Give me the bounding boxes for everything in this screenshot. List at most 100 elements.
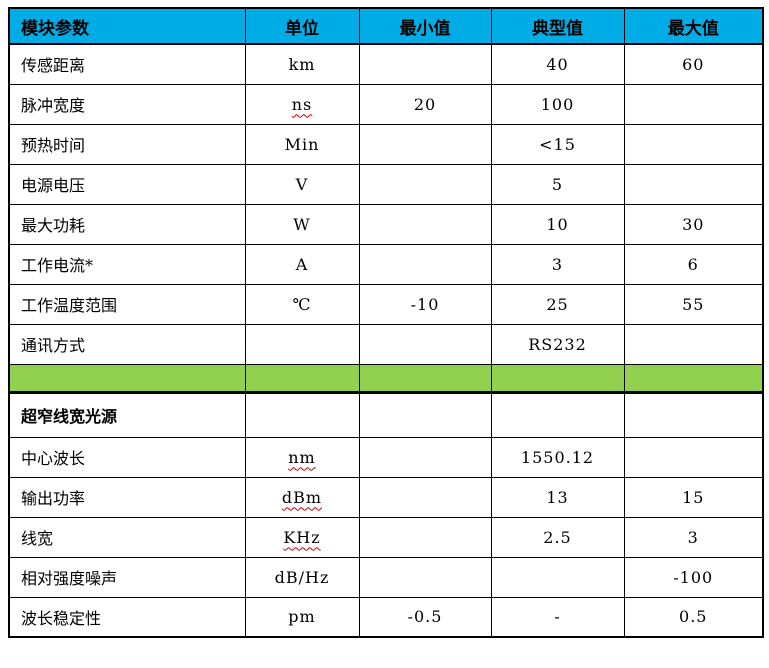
typical-value-cell: <15 <box>490 123 625 165</box>
max-value-cell: 6 <box>623 243 764 285</box>
min-value-cell <box>358 203 492 245</box>
min-value-cell <box>358 163 492 205</box>
min-value-cell <box>358 436 492 478</box>
max-value-cell <box>623 363 764 394</box>
typical-value-cell: 100 <box>490 83 625 125</box>
typical-value-cell: 25 <box>490 283 625 325</box>
param-cell: 脉冲宽度 <box>8 83 246 125</box>
max-value-cell: 3 <box>623 516 764 558</box>
spec-table-body: 传感距离 km 40 60 脉冲宽度 ns 20 100 预热时间 Min <15 电源电压 V 5 最大功… <box>8 43 764 638</box>
max-value-cell <box>623 391 764 438</box>
typical-value-cell: 13 <box>490 476 625 518</box>
param-cell: 最大功耗 <box>8 203 246 245</box>
unit-cell: nm <box>244 436 360 478</box>
table-row: 超窄线宽光源 <box>8 391 764 438</box>
unit-cell: V <box>244 163 360 205</box>
max-value-cell <box>623 163 764 205</box>
typical-value-cell: - <box>490 596 625 638</box>
param-cell: 电源电压 <box>8 163 246 205</box>
min-value-cell <box>358 363 492 394</box>
header-cell-typical: 典型值 <box>490 7 625 45</box>
param-cell: 传感距离 <box>8 43 246 85</box>
unit-cell: W <box>244 203 360 245</box>
typical-value-cell: 5 <box>490 163 625 205</box>
min-value-cell <box>358 43 492 85</box>
typical-value-cell: RS232 <box>490 323 625 365</box>
max-value-cell: -100 <box>623 556 764 598</box>
table-row: 脉冲宽度 ns 20 100 <box>8 83 764 125</box>
document-page: 模块参数 单位 最小值 典型值 最大值 传感距离 km 40 60 脉冲宽度 ns 20 10… <box>8 7 764 638</box>
min-value-cell <box>358 556 492 598</box>
table-row: 通讯方式 RS232 <box>8 323 764 365</box>
unit-cell: ns <box>244 83 360 125</box>
min-value-cell <box>358 476 492 518</box>
min-value-cell <box>358 516 492 558</box>
min-value-cell <box>358 243 492 285</box>
min-value-cell <box>358 323 492 365</box>
param-cell: 线宽 <box>8 516 246 558</box>
header-cell-max: 最大值 <box>623 7 764 45</box>
param-cell: 预热时间 <box>8 123 246 165</box>
param-cell: 波长稳定性 <box>8 596 246 638</box>
max-value-cell: 30 <box>623 203 764 245</box>
spellcheck-underline: nm <box>288 447 316 467</box>
max-value-cell <box>623 123 764 165</box>
table-row: 最大功耗 W 10 30 <box>8 203 764 245</box>
table-row: 相对强度噪声 dB/Hz -100 <box>8 556 764 598</box>
spellcheck-underline: KHz <box>283 527 321 547</box>
spellcheck-underline: ns <box>291 94 313 114</box>
unit-cell: A <box>244 243 360 285</box>
typical-value-cell: 10 <box>490 203 625 245</box>
min-value-cell <box>358 123 492 165</box>
table-row: 输出功率 dBm 13 15 <box>8 476 764 518</box>
table-row: 预热时间 Min <15 <box>8 123 764 165</box>
typical-value-cell <box>490 391 625 438</box>
typical-value-cell: 2.5 <box>490 516 625 558</box>
table-row: 波长稳定性 pm -0.5-0.5 <box>8 596 764 638</box>
param-cell <box>8 363 246 394</box>
unit-cell <box>244 363 360 394</box>
table-row: 电源电压 V 5 <box>8 163 764 205</box>
max-value-cell <box>623 436 764 478</box>
spellcheck-underline: dBm <box>281 487 323 507</box>
max-value-cell <box>623 323 764 365</box>
header-row: 模块参数 单位 最小值 典型值 最大值 <box>8 7 764 45</box>
param-cell: 工作电流* <box>8 243 246 285</box>
unit-cell <box>244 323 360 365</box>
max-value-cell: 60 <box>623 43 764 85</box>
unit-cell: km <box>244 43 360 85</box>
min-value-cell <box>358 391 492 438</box>
min-value-cell: -0.5 <box>358 596 492 638</box>
table-row: 工作电流* A 3 6 <box>8 243 764 285</box>
max-value-cell <box>623 83 764 125</box>
unit-cell <box>244 391 360 438</box>
spec-table: 模块参数 单位 最小值 典型值 最大值 传感距离 km 40 60 脉冲宽度 ns 20 10… <box>8 7 764 638</box>
unit-cell: ℃ <box>244 283 360 325</box>
param-cell: 中心波长 <box>8 436 246 478</box>
table-row: 中心波长 nm 1550.12 <box>8 436 764 478</box>
table-row: 工作温度范围 ℃ -10 25 55 <box>8 283 764 325</box>
unit-cell: dB/Hz <box>244 556 360 598</box>
header-cell-min: 最小值 <box>358 7 492 45</box>
param-cell: 超窄线宽光源 <box>8 391 246 438</box>
typical-value-cell <box>490 363 625 394</box>
table-row: 传感距离 km 40 60 <box>8 43 764 85</box>
param-cell: 输出功率 <box>8 476 246 518</box>
separator-row <box>8 363 764 394</box>
header-cell-parameter: 模块参数 <box>8 7 246 45</box>
typical-value-cell: 1550.12 <box>490 436 625 478</box>
min-value-cell: -10 <box>358 283 492 325</box>
typical-value-cell: 40 <box>490 43 625 85</box>
table-row: 线宽 KHz 2.5 3 <box>8 516 764 558</box>
param-cell: 通讯方式 <box>8 323 246 365</box>
typical-value-cell <box>490 556 625 598</box>
max-value-cell: 15 <box>623 476 764 518</box>
unit-cell: dBm <box>244 476 360 518</box>
unit-cell: KHz <box>244 516 360 558</box>
param-cell: 相对强度噪声 <box>8 556 246 598</box>
max-value-cell: 0.5 <box>623 596 764 638</box>
min-value-cell: 20 <box>358 83 492 125</box>
max-value-cell: 55 <box>623 283 764 325</box>
typical-value-cell: 3 <box>490 243 625 285</box>
unit-cell: pm <box>244 596 360 638</box>
